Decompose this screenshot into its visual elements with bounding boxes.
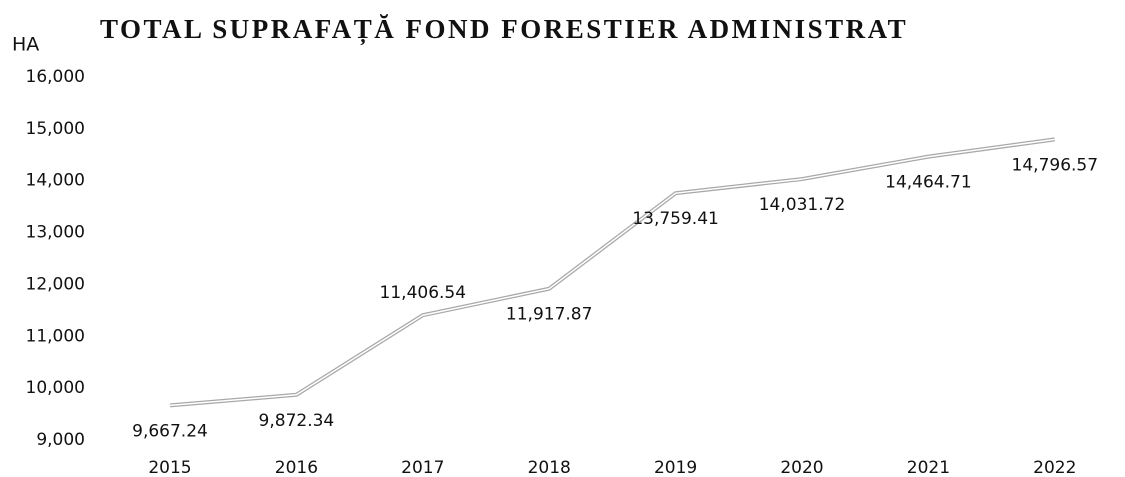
x-tick-label: 2019 [654,458,697,477]
y-tick-label: 9,000 [36,430,85,450]
y-tick-label: 15,000 [26,119,85,139]
data-label: 14,464.71 [885,173,972,193]
y-tick-label: 10,000 [26,378,85,398]
data-label: 9,872.34 [259,411,335,431]
data-label: 11,917.87 [506,305,593,325]
x-tick-label: 2015 [148,458,191,477]
x-tick-label: 2016 [275,458,318,477]
line-series-inner [169,138,1055,407]
y-tick-label: 14,000 [26,171,85,191]
x-tick-label: 2018 [528,458,571,477]
data-label: 14,031.72 [759,195,846,215]
data-label: 13,759.41 [632,209,719,229]
x-tick-label: 2020 [780,458,823,477]
y-tick-label: 13,000 [26,223,85,243]
y-axis-label: HA [12,34,39,56]
data-label: 14,796.57 [1012,155,1099,175]
y-tick-label: 11,000 [26,326,85,346]
chart-title: TOTAL SUPRAFAȚĂ FOND FORESTIER ADMINISTR… [100,14,908,46]
y-tick-label: 16,000 [26,67,85,87]
x-tick-label: 2022 [1033,458,1076,477]
y-tick-label: 12,000 [26,274,85,294]
data-label: 11,406.54 [380,283,467,303]
x-tick-label: 2021 [907,458,950,477]
data-label: 9,667.24 [132,421,208,441]
x-tick-label: 2017 [401,458,444,477]
